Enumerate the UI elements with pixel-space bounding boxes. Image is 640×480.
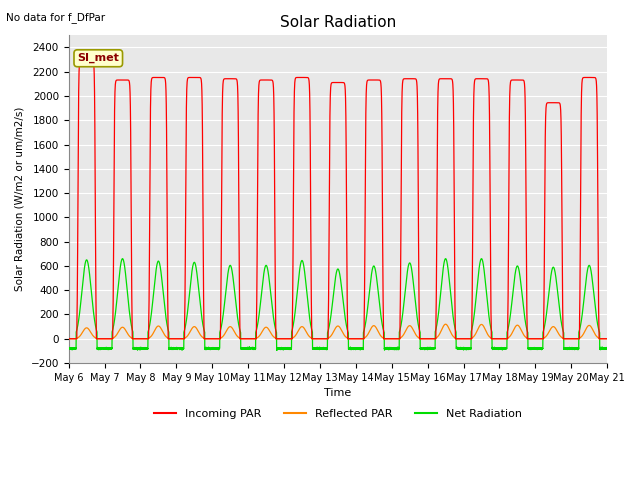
Y-axis label: Solar Radiation (W/m2 or um/m2/s): Solar Radiation (W/m2 or um/m2/s) — [15, 107, 25, 291]
Title: Solar Radiation: Solar Radiation — [280, 15, 396, 30]
X-axis label: Time: Time — [324, 388, 351, 398]
Text: SI_met: SI_met — [77, 53, 119, 63]
Legend: Incoming PAR, Reflected PAR, Net Radiation: Incoming PAR, Reflected PAR, Net Radiati… — [150, 404, 526, 423]
Text: No data for f_DfPar: No data for f_DfPar — [6, 12, 106, 23]
